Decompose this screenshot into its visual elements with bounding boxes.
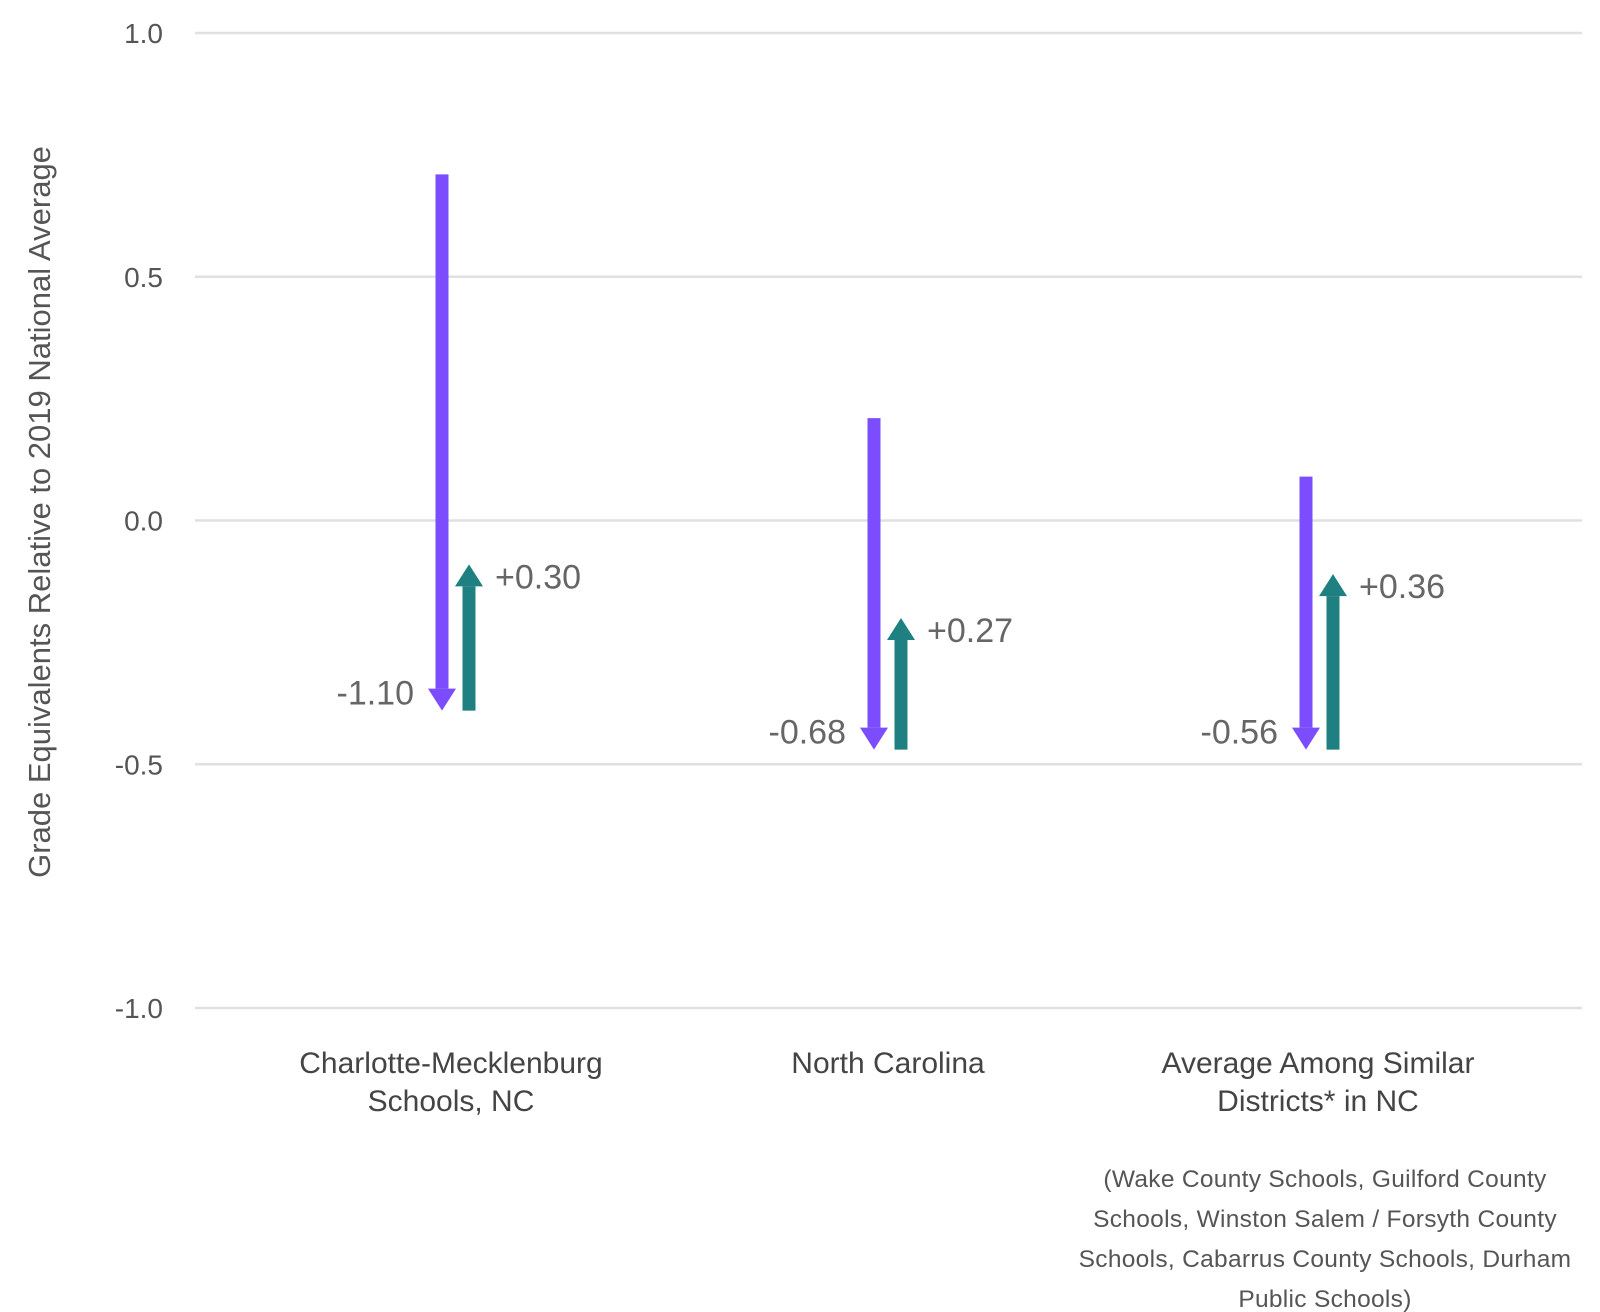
arrow-shaft bbox=[1326, 596, 1340, 750]
recovery-value-label: +0.30 bbox=[495, 558, 581, 596]
decline-value-label: -0.56 bbox=[1201, 714, 1279, 752]
arrow-shaft bbox=[867, 418, 881, 728]
arrow-head bbox=[860, 727, 888, 750]
category-label: Average Among Similar bbox=[1162, 1047, 1475, 1080]
decline-arrow bbox=[1292, 476, 1320, 750]
recovery-arrow bbox=[1319, 574, 1347, 750]
footnote: (Wake County Schools, Guilford County Sch… bbox=[1079, 1166, 1572, 1312]
y-tick-label: 0.0 bbox=[124, 506, 163, 537]
decline-value-label: -1.10 bbox=[337, 675, 415, 713]
recovery-arrow bbox=[455, 564, 483, 711]
category-label: Districts* in NC bbox=[1217, 1085, 1419, 1118]
recovery-value-label: +0.27 bbox=[927, 612, 1013, 650]
footnote-line: Schools, Cabarrus County Schools, Durham bbox=[1079, 1246, 1572, 1273]
gridlines bbox=[195, 31, 1582, 1010]
category-label: Schools, NC bbox=[368, 1085, 535, 1118]
arrow-head bbox=[887, 618, 915, 640]
category-label: Charlotte-Mecklenburg bbox=[299, 1047, 602, 1080]
recovery-value-label: +0.36 bbox=[1359, 568, 1445, 606]
y-axis-ticks: 1.0 0.5 0.0 -0.5 -1.0 bbox=[115, 18, 163, 1024]
arrow-head bbox=[1319, 574, 1347, 597]
y-tick-label: 0.5 bbox=[124, 262, 163, 293]
footnote-line: (Wake County Schools, Guilford County bbox=[1103, 1166, 1547, 1193]
arrow-head bbox=[1292, 727, 1320, 750]
arrow-shaft bbox=[1299, 476, 1313, 728]
decline-arrow bbox=[860, 418, 888, 750]
recovery-arrow bbox=[887, 618, 915, 750]
footnote-line: Public Schools) bbox=[1238, 1286, 1411, 1312]
decline-arrow bbox=[428, 174, 456, 711]
y-tick-label: -0.5 bbox=[115, 749, 163, 780]
arrow-head bbox=[455, 564, 483, 587]
arrow-shaft bbox=[435, 174, 449, 689]
arrows: -1.10 +0.30 -0.68 +0.27 -0.56 +0.36 bbox=[337, 174, 1445, 752]
decline-value-label: -0.68 bbox=[769, 714, 847, 752]
y-tick-label: -1.0 bbox=[115, 993, 163, 1024]
arrow-shaft bbox=[894, 640, 908, 750]
y-tick-label: 1.0 bbox=[124, 18, 163, 49]
category-labels: Charlotte-Mecklenburg Schools, NC North Ca… bbox=[299, 1047, 1474, 1118]
arrow-shaft bbox=[462, 586, 476, 711]
arrow-head bbox=[428, 688, 456, 711]
footnote-line: Schools, Winston Salem / Forsyth County bbox=[1093, 1206, 1557, 1233]
category-label: North Carolina bbox=[791, 1047, 985, 1080]
y-axis-title: Grade Equivalents Relative to 2019 Natio… bbox=[22, 146, 57, 878]
